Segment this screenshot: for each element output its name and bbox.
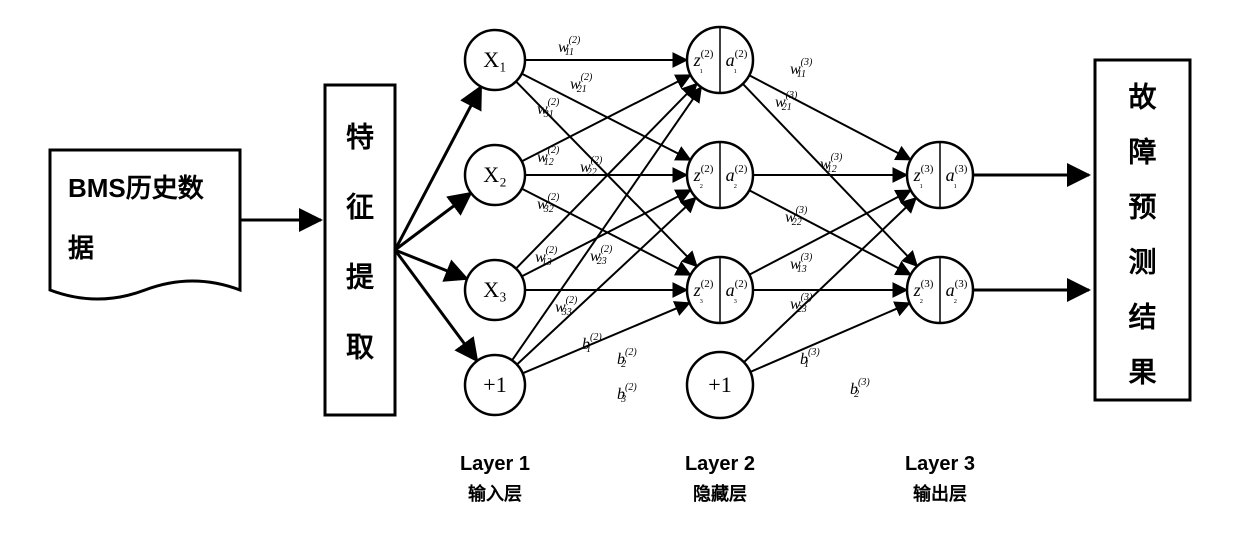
weight-label: w(2)13 [535, 245, 558, 268]
weight-label: w(2)23 [590, 244, 613, 267]
edge-l2-l3 [750, 303, 909, 372]
weight-label: b(3)1 [800, 347, 820, 370]
edge-l1-l2 [523, 303, 690, 373]
weight-label: w(3)12 [820, 152, 843, 175]
edge-feature-layer1 [395, 193, 471, 250]
input-node-label: X₁ [483, 47, 507, 72]
weight-label: w(3)11 [790, 57, 813, 80]
feature-box-char: 征 [346, 191, 374, 223]
output-box-char: 结 [1128, 301, 1156, 333]
layer-label-cn: 输出层 [913, 483, 967, 504]
bias-node-label: +1 [708, 372, 731, 397]
weight-label: b(3)2 [850, 377, 870, 400]
weight-label: w(3)21 [775, 90, 798, 113]
weight-label: w(2)11 [558, 35, 581, 58]
input-doc-text: 据 [68, 233, 94, 263]
output-box-char: 果 [1128, 357, 1156, 388]
output-box-char: 测 [1128, 246, 1156, 278]
feature-box-char: 提 [346, 261, 375, 293]
weight-label: w(2)21 [570, 72, 593, 95]
input-node-label: X₂ [483, 162, 507, 187]
weight-label: w(2)32 [537, 192, 560, 215]
layer-label-en: Layer 2 [685, 453, 755, 475]
output-box-char: 障 [1128, 135, 1156, 168]
layer-label-cn: 输入层 [468, 483, 522, 504]
weight-label: w(3)23 [790, 292, 813, 315]
input-node-label: X₃ [483, 277, 507, 302]
edge-l1-l2 [512, 87, 701, 360]
weight-label: w(2)31 [537, 97, 560, 120]
layer-label-en: Layer 1 [460, 453, 530, 475]
edge-l2-l3 [749, 75, 911, 159]
output-box-char: 预 [1128, 192, 1156, 223]
output-box-char: 故 [1128, 81, 1156, 113]
weight-label: b(2)3 [617, 382, 637, 405]
input-doc-text: BMS历史数 [68, 173, 205, 203]
feature-box-char: 特 [346, 121, 374, 153]
weight-label: w(2)12 [537, 145, 560, 168]
weight-label: w(3)13 [790, 252, 813, 275]
layer-label-cn: 隐藏层 [693, 484, 747, 504]
weight-label: b(2)2 [617, 347, 637, 370]
weight-label: w(3)22 [785, 205, 808, 228]
layer-label-en: Layer 3 [905, 453, 975, 475]
weight-label: w(2)33 [555, 295, 578, 318]
feature-box-char: 取 [346, 332, 374, 363]
input-node-label: +1 [483, 372, 506, 397]
nodes-group: X₁X₂X₃+1z(2)₁a(2)₁z(2)₂a(2)₂z(2)₃a(2)₃+1… [465, 27, 973, 418]
